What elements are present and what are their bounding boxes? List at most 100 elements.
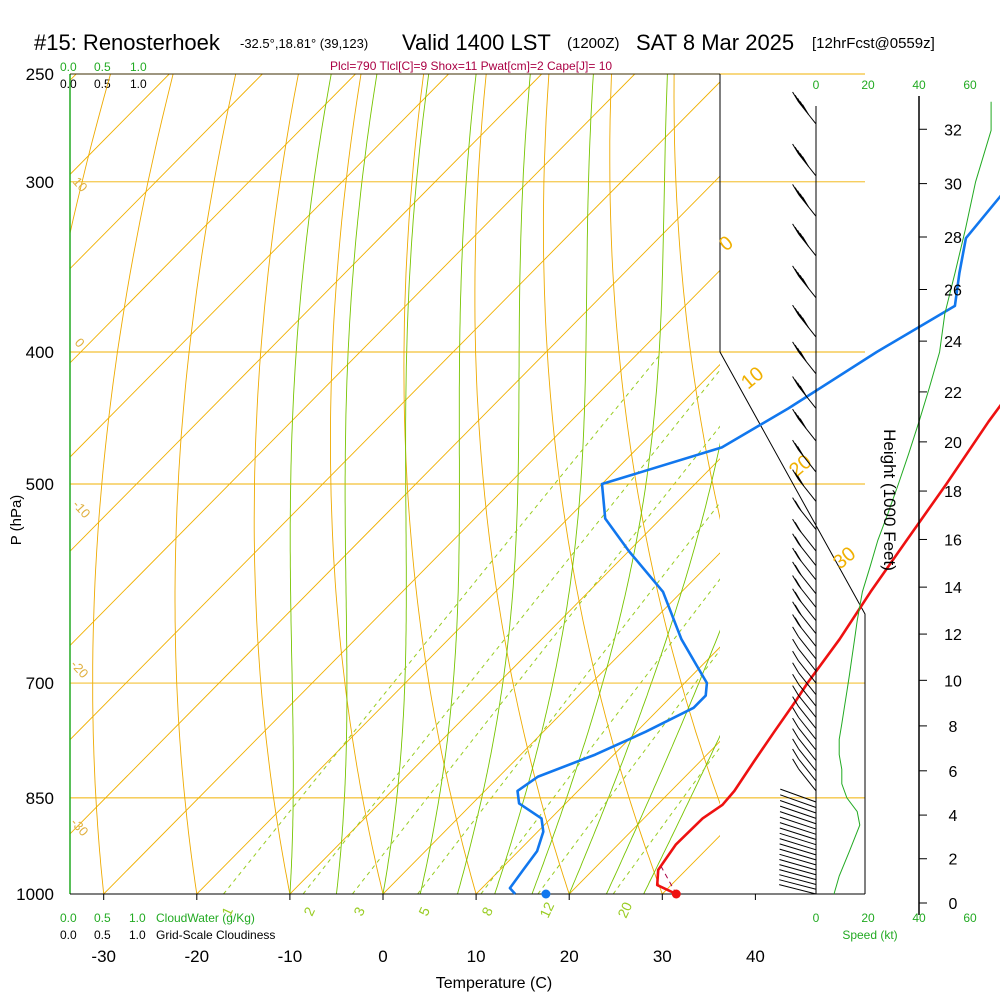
bottom-cloudiness-tick: 1.0 <box>129 928 146 942</box>
moist-adiabat-line <box>605 629 720 894</box>
wind-barb-feather <box>792 91 800 103</box>
isotherm-line <box>70 74 263 270</box>
valid-time: Valid 1400 LST <box>402 30 551 55</box>
height-tick-label: 16 <box>944 532 962 549</box>
wind-barb-feather <box>792 662 800 674</box>
wind-barb-feather <box>799 385 807 397</box>
wind-barb <box>779 874 817 885</box>
wind-barb-feather <box>794 187 802 198</box>
wind-barb-feather <box>794 344 802 356</box>
pressure-tick-label: 700 <box>26 674 54 693</box>
wind-barb <box>779 827 817 840</box>
wind-barb <box>779 838 817 851</box>
bottom-cloudwater-tick: 0.5 <box>94 911 111 925</box>
temperature-tick-label: 20 <box>560 947 579 966</box>
wind-barb-feather <box>794 443 802 454</box>
dry-adiabat-line <box>673 74 720 521</box>
wind-barb-feather <box>794 536 802 548</box>
top-cloudiness-tick: 1.0 <box>130 77 147 91</box>
isobar-lines <box>69 73 866 895</box>
wind-barb-feather <box>792 341 800 353</box>
temperature-trace <box>655 403 1000 896</box>
wind-barb-feather <box>792 758 800 770</box>
height-axis-label: Height (1000 Feet) <box>880 429 899 571</box>
wind-barb <box>798 695 817 718</box>
pressure-tick-label: 1000 <box>16 885 54 904</box>
wind-speed-profile <box>833 101 992 895</box>
moist-adiabat-line <box>335 74 378 894</box>
wind-barb-feather <box>792 376 800 387</box>
temperature-axis-label: Temperature (C) <box>436 975 552 992</box>
wind-barb <box>798 507 817 530</box>
height-tick-label: 8 <box>949 719 958 736</box>
wind-barb <box>779 800 817 814</box>
wind-barb-feather <box>794 564 802 576</box>
wind-barb-feather <box>792 717 800 729</box>
height-tick-label: 12 <box>944 627 962 644</box>
mixing-ratio-line <box>352 425 720 894</box>
wind-barb-feather <box>792 518 800 530</box>
isotherm-line <box>475 646 720 894</box>
wind-barb <box>798 386 817 409</box>
dewpoint-trace <box>508 194 1000 895</box>
isotherm-line <box>70 74 356 364</box>
wind-barb-feather <box>797 271 805 283</box>
dry-adiabat-line <box>253 74 299 894</box>
speed-tick: 40 <box>912 78 926 92</box>
mixing-ratio-label: 3 <box>350 904 368 918</box>
temperature-axis: -30 -20 -10 0 10 20 30 40 <box>91 894 765 966</box>
wind-barb <box>798 738 817 761</box>
top-cloudiness-tick: 0.5 <box>94 77 111 91</box>
height-tick-label: 18 <box>944 484 962 501</box>
speed-tick: 0 <box>813 78 820 92</box>
speed-tick: 20 <box>861 911 875 925</box>
dry-adiabat-line <box>987 74 1000 894</box>
surface-dewpoint-dot <box>541 889 551 899</box>
wind-barb <box>780 788 817 803</box>
wind-barb-feather <box>794 578 802 589</box>
height-tick-label: 26 <box>944 283 962 300</box>
wind-barb-feather <box>792 601 800 613</box>
moist-adiabat-line <box>419 74 477 894</box>
wind-barb <box>779 822 817 835</box>
wind-barb-feather <box>792 728 800 739</box>
pressure-tick-label: 850 <box>26 789 54 808</box>
wind-barb <box>798 624 817 647</box>
bottom-cloudwater-tick: 1.0 <box>129 911 146 925</box>
mixing-ratio-labels: 1 2 3 5 8 12 20 <box>218 899 635 920</box>
dry-adiabat-label: 30 <box>829 543 860 574</box>
height-tick-label: 4 <box>949 808 958 825</box>
wind-barb-feather <box>794 94 802 106</box>
wind-barb <box>779 884 817 895</box>
wind-barb <box>779 879 817 890</box>
wind-barb <box>779 869 817 881</box>
moist-adiabat-line <box>289 74 332 894</box>
dry-adiabat-line <box>403 74 477 894</box>
wind-barb-feather <box>792 575 800 586</box>
isotherm-line <box>382 552 720 894</box>
mixing-ratio-line <box>223 351 663 894</box>
plot-right-border <box>719 74 866 894</box>
dry-adiabat-line <box>609 74 720 805</box>
mixing-ratio-line <box>480 578 720 894</box>
height-tick-label: 22 <box>944 385 962 402</box>
height-tick-label: 6 <box>949 764 958 781</box>
mixing-ratio-label: 5 <box>415 904 433 918</box>
pressure-tick-label: 500 <box>26 475 54 494</box>
pressure-tick-label: 300 <box>26 173 54 192</box>
pressure-tick-label: 400 <box>26 343 54 362</box>
speed-tick: 0 <box>813 911 820 925</box>
wind-barb-feather <box>799 418 807 429</box>
wind-barb-feather <box>792 674 800 685</box>
height-tick-label: 14 <box>944 580 962 597</box>
wind-barb-feather <box>802 156 809 167</box>
wind-barb <box>798 585 817 608</box>
temperature-tick-label: 30 <box>653 947 672 966</box>
wind-barb <box>798 706 817 729</box>
wind-barb <box>798 557 817 581</box>
wind-barb-feather <box>794 412 802 423</box>
wind-barb-feather <box>792 469 800 480</box>
wind-barb <box>798 648 817 672</box>
wind-barb-feather <box>792 588 800 600</box>
